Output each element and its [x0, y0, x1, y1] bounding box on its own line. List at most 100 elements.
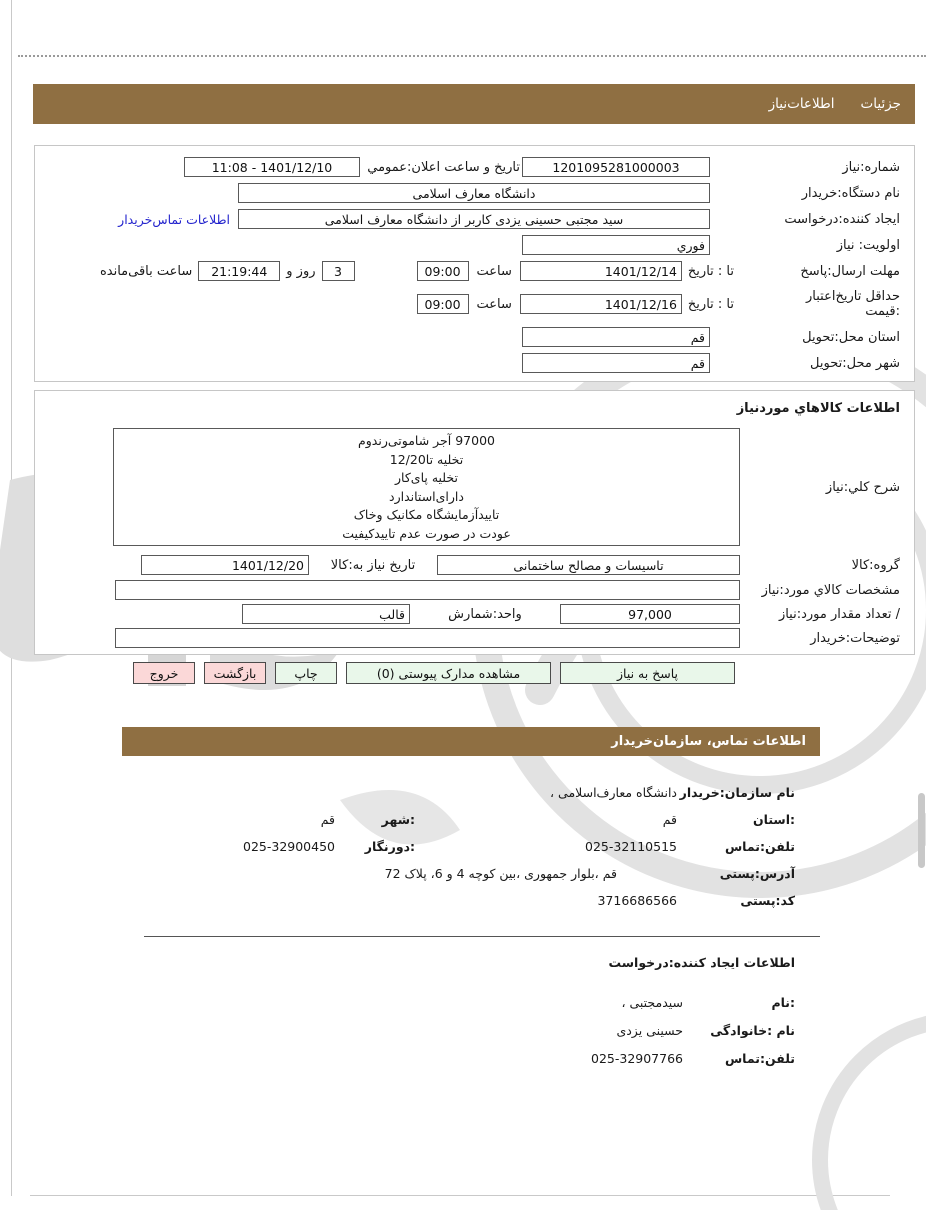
- remaining-suffix-label: ساعت باقی‌مانده: [99, 263, 193, 279]
- print-button[interactable]: چاپ: [275, 662, 337, 684]
- unit-input[interactable]: [242, 604, 410, 624]
- reply-deadline-time-input[interactable]: [416, 261, 469, 281]
- requester-section-title: اطلاعات ایجاد کننده:درخواست: [608, 955, 795, 970]
- last-name-row: نام :خانوادگی حسینی یزدی: [125, 1016, 795, 1044]
- priority-label: اولویت: نیاز: [836, 237, 900, 253]
- province-value: قم: [662, 812, 677, 827]
- top-tab-bar: جزئیات اطلاعات‌نیاز: [33, 84, 915, 124]
- hour-label: ساعت: [476, 263, 512, 279]
- postal-code-value: 3716686566: [597, 893, 677, 908]
- buyer-notes-input[interactable]: [115, 628, 740, 648]
- unit-label: واحد:شمارش: [448, 606, 522, 622]
- province-city-row: :استان قم :شهر قم: [125, 806, 795, 833]
- priority-row: اولویت: نیاز: [35, 232, 914, 258]
- fax-label: :دورنگار: [364, 839, 415, 854]
- tab-details[interactable]: جزئیات: [860, 96, 901, 112]
- reply-deadline-date-input[interactable]: [519, 261, 682, 281]
- exit-button[interactable]: خروج: [133, 662, 195, 684]
- price-validity-row: حداقل تاریخ‌اعتبار :قیمت تا : تاریخ ساعت: [35, 284, 914, 324]
- province-label: :استان: [752, 812, 795, 827]
- goods-specs-input[interactable]: [115, 580, 740, 600]
- back-button[interactable]: بازگشت: [204, 662, 266, 684]
- goods-specs-row: مشخصات کالاي مورد:نیاز: [35, 578, 914, 602]
- delivery-province-input[interactable]: [522, 327, 710, 347]
- page-left-border: [11, 0, 12, 1196]
- requester-phone-value: 025-32907766: [591, 1050, 683, 1066]
- first-name-label: :نام: [771, 994, 795, 1010]
- goods-group-label: گروه:کالا: [851, 557, 900, 573]
- requester-phone-row: تلفن:تماس 025-32907766: [125, 1044, 795, 1072]
- goods-group-input[interactable]: [437, 555, 740, 575]
- tab-need-info[interactable]: اطلاعات‌نیاز: [768, 96, 835, 112]
- quantity-label: / تعداد مقدار مورد:نیاز: [778, 606, 900, 622]
- need-description-label: شرح کلي:نیاز: [825, 479, 900, 495]
- price-validity-time-input[interactable]: [416, 294, 469, 314]
- delivery-province-row: استان محل:تحویل: [35, 324, 914, 350]
- price-validity-label: حداقل تاریخ‌اعتبار :قیمت: [806, 289, 900, 319]
- address-value: قم ،بلوار جمهوری ،بین کوچه 4 و 6، پلاک 7…: [384, 866, 617, 881]
- need-date-label: تاریخ نیاز به:کالا: [330, 557, 416, 573]
- goods-panel: اطلاعات کالاهاي موردنیاز شرح کلي:نیاز 97…: [34, 390, 915, 655]
- buyer-contact-section-title: اطلاعات تماس، سازمان‌خریدار: [611, 734, 806, 749]
- goods-specs-label: مشخصات کالاي مورد:نیاز: [761, 582, 900, 598]
- section-divider-line: [144, 936, 820, 937]
- top-dotted-separator: [18, 55, 926, 57]
- reply-deadline-row: مهلت ارسال:پاسخ تا : تاریخ ساعت روز و سا…: [35, 258, 914, 284]
- postal-code-row: کد:پستی 3716686566: [125, 887, 795, 914]
- announce-datetime-input[interactable]: [184, 157, 360, 177]
- buyer-org-label: نام دستگاه:خریدار: [801, 185, 900, 201]
- fax-value: 025-32900450: [243, 839, 335, 854]
- phone-label: تلفن:تماس: [724, 839, 795, 854]
- requester-phone-label: تلفن:تماس: [724, 1050, 795, 1066]
- need-number-row: شماره:نیاز تاریخ و ساعت اعلان:عمومي: [35, 154, 914, 180]
- buyer-contact-link[interactable]: اطلاعات تماس‌خریدار: [118, 211, 230, 227]
- phone-fax-row: تلفن:تماس 025-32110515 :دورنگار 025-3290…: [125, 833, 795, 860]
- first-name-value: سیدمجتبی ،: [621, 994, 683, 1010]
- last-name-value: حسینی یزدی: [616, 1022, 683, 1038]
- address-row: آدرس:پستی قم ،بلوار جمهوری ،بین کوچه 4 و…: [125, 860, 795, 887]
- delivery-city-input[interactable]: [522, 353, 710, 373]
- remaining-days-input[interactable]: [321, 261, 355, 281]
- need-number-input[interactable]: [522, 157, 710, 177]
- need-description-row: شرح کلي:نیاز 97000 آجر شاموتی‌رندوم تخلی…: [35, 422, 914, 552]
- need-description-textarea[interactable]: 97000 آجر شاموتی‌رندوم تخلیه تا12/20 تخل…: [113, 428, 740, 546]
- quantity-input[interactable]: [560, 604, 740, 624]
- buyer-notes-row: توضیحات:خریدار: [35, 626, 914, 650]
- buyer-org-row: نام دستگاه:خریدار: [35, 180, 914, 206]
- buyer-contact-section-bar: اطلاعات تماس، سازمان‌خریدار: [122, 727, 820, 756]
- quantity-row: / تعداد مقدار مورد:نیاز واحد:شمارش: [35, 602, 914, 626]
- reply-deadline-label: مهلت ارسال:پاسخ: [800, 263, 900, 279]
- delivery-city-row: شهر محل:تحویل: [35, 350, 914, 376]
- scrollbar-thumb[interactable]: [918, 793, 925, 868]
- goods-group-row: گروه:کالا تاریخ نیاز به:کالا: [35, 552, 914, 578]
- goods-section-title: اطلاعات کالاهاي موردنیاز: [736, 401, 900, 416]
- buyer-notes-label: توضیحات:خریدار: [810, 630, 900, 646]
- first-name-row: :نام سیدمجتبی ،: [125, 988, 795, 1016]
- announce-label: تاریخ و ساعت اعلان:عمومي: [367, 159, 520, 175]
- remaining-time-box: [198, 261, 281, 281]
- org-name-value: دانشگاه معارف‌اسلامی ،: [550, 785, 677, 800]
- page-bottom-border: [30, 1195, 890, 1196]
- creator-label: ایجاد کننده:درخواست: [784, 211, 900, 227]
- delivery-city-label: شهر محل:تحویل: [810, 355, 900, 371]
- view-attachments-button[interactable]: مشاهده مدارک پیوستی (0): [346, 662, 551, 684]
- buyer-org-input[interactable]: [238, 183, 710, 203]
- need-date-input[interactable]: [141, 555, 309, 575]
- creator-row: ایجاد کننده:درخواست اطلاعات تماس‌خریدار: [35, 206, 914, 232]
- price-validity-date-input[interactable]: [519, 294, 682, 314]
- days-suffix-label: روز و: [286, 263, 316, 279]
- requester-block: اطلاعات ایجاد کننده:درخواست :نام سیدمجتب…: [125, 955, 795, 1072]
- postal-code-label: کد:پستی: [740, 893, 795, 908]
- phone-value: 025-32110515: [585, 839, 677, 854]
- creator-input[interactable]: [238, 209, 710, 229]
- need-number-label: شماره:نیاز: [842, 159, 900, 175]
- org-name-row: نام سازمان:خریدار دانشگاه معارف‌اسلامی ،: [125, 779, 795, 806]
- until-date-label: تا : تاریخ: [687, 263, 734, 279]
- last-name-label: نام :خانوادگی: [710, 1022, 795, 1038]
- priority-input[interactable]: [522, 235, 710, 255]
- action-buttons-row: پاسخ به نیاز مشاهده مدارک پیوستی (0) چاپ…: [133, 662, 735, 684]
- hour-label-2: ساعت: [476, 296, 512, 312]
- address-label: آدرس:پستی: [719, 866, 795, 881]
- reply-to-need-button[interactable]: پاسخ به نیاز: [560, 662, 735, 684]
- delivery-province-label: استان محل:تحویل: [802, 329, 900, 345]
